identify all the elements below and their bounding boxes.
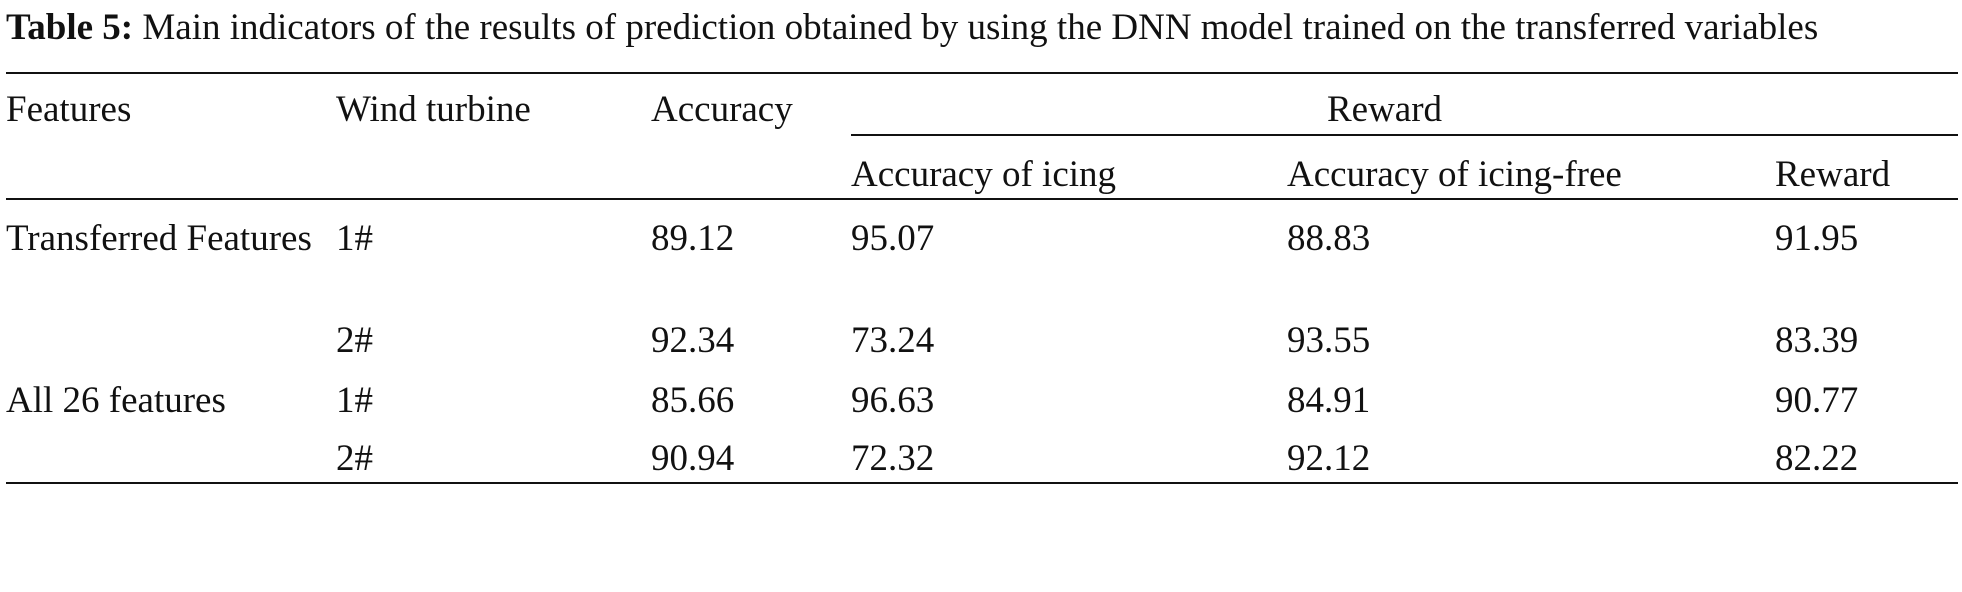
table-row: 2# 90.94 72.32 92.12 82.22 [6,424,1959,484]
cell-accuracy-of-icing-free: 93.55 [1287,320,1371,361]
header-accuracy-of-icing: Accuracy of icing [851,135,1287,200]
cell-accuracy: 89.12 [651,218,735,259]
cell-turbine: 1# [336,380,373,421]
cell-accuracy: 85.66 [651,380,735,421]
header-reward-group: Reward [851,72,1959,136]
cell-accuracy-of-icing: 95.07 [851,218,935,259]
table-caption: Table 5: Main indicators of the results … [6,4,1958,51]
header-wind-turbine: Wind turbine [336,72,651,135]
cell-reward: 83.39 [1775,320,1859,361]
results-table: Features Wind turbine Accuracy Reward Ac… [6,72,1959,484]
cell-accuracy-of-icing: 96.63 [851,380,935,421]
cell-features: All 26 features [6,380,226,421]
header-accuracy: Accuracy [651,72,851,135]
table-row: 2# 92.34 73.24 93.55 83.39 [6,308,1958,364]
header-accuracy-of-icing-free: Accuracy of icing-free [1287,135,1775,200]
cell-features [6,424,336,484]
header-row: Features Wind turbine Accuracy Reward [6,72,1959,136]
cell-accuracy-of-icing: 73.24 [851,320,935,361]
cell-reward: 82.22 [1775,424,1959,484]
cell-features [6,308,336,364]
subheader-row: Accuracy of icing Accuracy of icing-free… [6,135,1959,200]
table-row: All 26 features 1# 85.66 96.63 84.91 90.… [6,364,1958,424]
cell-accuracy-of-icing-free: 88.83 [1287,218,1371,259]
cell-features: Transferred Features [6,218,312,259]
header-reward: Reward [1775,135,1959,200]
cell-turbine: 1# [336,218,373,259]
cell-accuracy: 92.34 [651,320,735,361]
caption-text: Main indicators of the results of predic… [142,7,1819,48]
cell-turbine: 2# [336,424,651,484]
cell-accuracy: 90.94 [651,424,851,484]
cell-turbine: 2# [336,320,373,361]
caption-label: Table 5: [6,7,134,48]
cell-accuracy-of-icing-free: 84.91 [1287,380,1371,421]
cell-accuracy-of-icing-free: 92.12 [1287,424,1775,484]
cell-reward: 90.77 [1775,380,1859,421]
cell-accuracy-of-icing: 72.32 [851,424,1287,484]
header-features: Features [6,72,336,135]
table-row: Transferred Features 1# 89.12 95.07 88.8… [6,199,1958,308]
cell-reward: 91.95 [1775,218,1859,259]
